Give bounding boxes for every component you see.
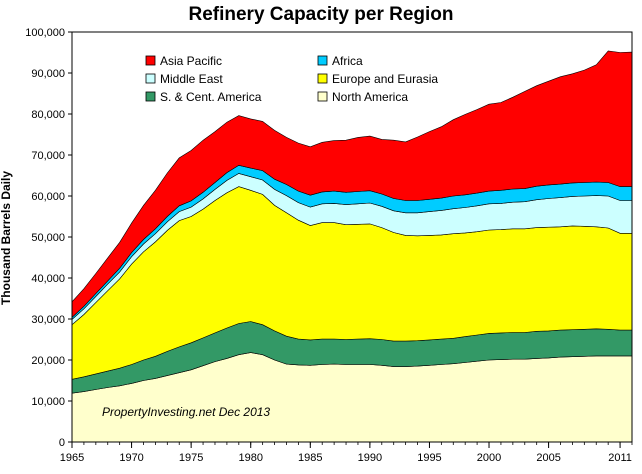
y-tick-label: 0 [59, 437, 65, 449]
legend-label: North America [332, 90, 408, 104]
y-tick-label: 90,000 [31, 68, 65, 80]
y-tick-label: 50,000 [31, 232, 65, 244]
x-tick-label: 1975 [179, 452, 203, 464]
y-tick-label: 80,000 [31, 109, 65, 121]
legend-swatch [317, 73, 328, 84]
x-tick-label: 2005 [536, 452, 560, 464]
legend-label: S. & Cent. America [160, 90, 262, 104]
y-tick-label: 100,000 [25, 27, 65, 39]
legend-item-asia-pacific: Asia Pacific [145, 54, 222, 68]
x-tick-label: 1990 [358, 452, 382, 464]
legend-swatch [317, 91, 328, 102]
y-tick-label: 20,000 [31, 355, 65, 367]
legend-label: Europe and Eurasia [332, 72, 438, 86]
y-tick-label: 70,000 [31, 150, 65, 162]
y-tick-label: 30,000 [31, 314, 65, 326]
legend-item-s-cent-america: S. & Cent. America [145, 90, 262, 104]
legend-label: Middle East [160, 72, 223, 86]
legend-item-middle-east: Middle East [145, 72, 223, 86]
source-annotation: PropertyInvesting.net Dec 2013 [102, 405, 270, 419]
legend-swatch [145, 91, 156, 102]
x-tick-label: 2011 [608, 452, 632, 464]
legend-swatch [317, 55, 328, 66]
y-tick-label: 40,000 [31, 273, 65, 285]
legend-item-north-america: North America [317, 90, 408, 104]
legend-item-africa: Africa [317, 54, 363, 68]
y-tick-label: 10,000 [31, 396, 65, 408]
legend-swatch [145, 55, 156, 66]
legend-item-europe-and-eurasia: Europe and Eurasia [317, 72, 438, 86]
x-tick-label: 1980 [238, 452, 262, 464]
legend-label: Africa [332, 54, 363, 68]
legend-label: Asia Pacific [160, 54, 222, 68]
x-tick-label: 1995 [417, 452, 441, 464]
x-tick-label: 2000 [477, 452, 501, 464]
legend-swatch [145, 73, 156, 84]
x-tick-label: 1985 [298, 452, 322, 464]
x-tick-label: 1965 [60, 452, 84, 464]
x-tick-label: 1970 [119, 452, 143, 464]
y-tick-label: 60,000 [31, 191, 65, 203]
chart-title: Refinery Capacity per Region [188, 4, 454, 25]
